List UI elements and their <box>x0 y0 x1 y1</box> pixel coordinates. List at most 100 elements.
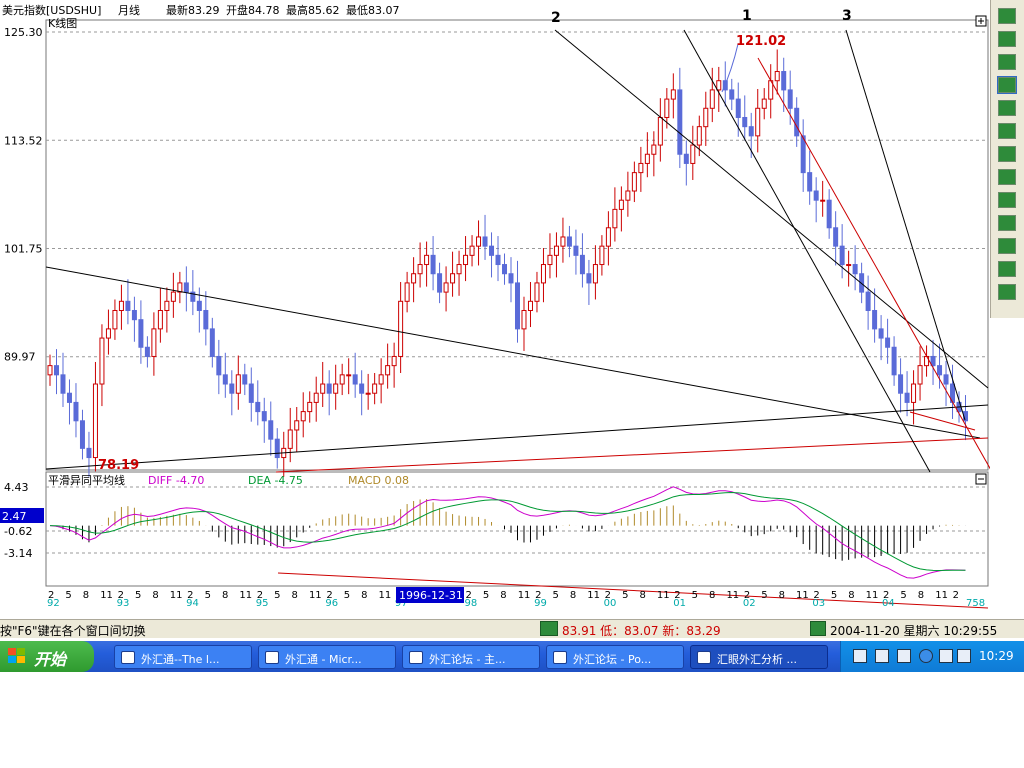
x-month-tick: 5 <box>622 590 628 601</box>
candle-body <box>131 309 137 321</box>
trendline-long <box>45 266 981 439</box>
x-year-label: 93 <box>117 598 130 609</box>
candle-body <box>839 245 845 266</box>
delete-tool-icon[interactable] <box>998 284 1016 300</box>
edit-icon[interactable] <box>998 31 1016 47</box>
network-icon[interactable] <box>939 649 953 663</box>
parallel-tool-icon[interactable] <box>998 146 1016 162</box>
candle-body <box>527 300 533 311</box>
candle-body <box>644 153 650 164</box>
candle-body <box>898 374 904 394</box>
trendline-tool-icon[interactable] <box>997 76 1017 94</box>
symbol-name[interactable]: 美元指数[USDSHU] <box>2 4 102 17</box>
x-month-tick: 11 <box>100 590 113 601</box>
candle-body <box>326 383 332 394</box>
candle-body <box>47 365 53 376</box>
bulb-icon[interactable] <box>810 621 826 636</box>
chart-area[interactable]: K线图 125.30 113.52 101.75 89.97 2 1 3 121.02 78.19… <box>0 0 990 619</box>
candle-body <box>774 71 780 82</box>
macd-dea-line <box>49 492 966 571</box>
candle-body <box>787 89 793 109</box>
low-price: 最低83.07 <box>346 4 400 17</box>
app-window-icon <box>409 651 423 664</box>
app-window-icon <box>553 651 567 664</box>
x-month-tick: 11 <box>239 590 252 601</box>
candle-body <box>313 392 319 403</box>
macd-cursor-value: 2.47 <box>2 510 27 523</box>
x-year-label: 02 <box>743 598 756 609</box>
channel-tool-icon[interactable] <box>998 123 1016 139</box>
fibonacci-icon[interactable] <box>998 169 1016 185</box>
x-month-tick: 2 <box>535 590 541 601</box>
x-month-tick: 2 <box>326 590 332 601</box>
x-month-tick: 2 <box>187 590 193 601</box>
x-month-tick: 5 <box>65 590 71 601</box>
candle-body <box>755 107 761 137</box>
candle-body <box>73 401 79 422</box>
macd-title: 平滑异同平均线 <box>48 473 125 487</box>
period-label[interactable]: 月线 <box>118 4 140 17</box>
candle-body <box>521 309 527 330</box>
x-year-label: 97 <box>395 598 408 609</box>
network2-icon[interactable] <box>957 649 971 663</box>
taskbar-task[interactable]: 外汇论坛 - 主... <box>402 645 540 669</box>
candle-body <box>833 227 839 247</box>
keyboard-icon[interactable] <box>853 649 867 663</box>
candle-body <box>170 291 176 302</box>
x-year-label: 03 <box>812 598 825 609</box>
candle-body <box>112 309 118 330</box>
candle-body <box>333 383 339 394</box>
macd-y-tick-label: -0.62 <box>4 525 32 538</box>
x-month-tick: 11 <box>379 590 392 601</box>
macd-diff-line <box>49 486 966 579</box>
x-year-label: 00 <box>604 598 617 609</box>
x-month-tick: 5 <box>274 590 280 601</box>
taskbar: 开始 外汇通--The l... 外汇通 - Micr... 外汇论坛 - 主...… <box>0 641 1024 672</box>
x-month-tick: 11 <box>309 590 322 601</box>
trendline-support <box>45 404 989 470</box>
app-window: 美元指数[USDSHU] 月线 最新83.29 开盘84.78 最高85.62 … <box>0 0 1024 672</box>
candle-body <box>339 374 345 385</box>
x-month-tick: 8 <box>639 590 645 601</box>
candle-body <box>729 89 735 100</box>
candle-body <box>761 98 767 109</box>
status-hint: 按"F6"键在各个窗口间切换 <box>0 624 146 638</box>
candle-body <box>651 144 657 155</box>
x-month-tick: 11 <box>935 590 948 601</box>
taskbar-task[interactable]: 外汇论坛 - Po... <box>546 645 684 669</box>
candle-body <box>157 309 163 330</box>
x-month-tick: 8 <box>779 590 785 601</box>
candle-body <box>508 273 514 284</box>
taskbar-task[interactable]: 外汇通 - Micr... <box>258 645 396 669</box>
candle-body <box>872 309 878 330</box>
volume-icon[interactable] <box>897 649 911 663</box>
tray-expand-icon[interactable] <box>919 649 933 663</box>
x-month-tick: 8 <box>500 590 506 601</box>
candle-body <box>209 328 215 357</box>
taskbar-task[interactable]: 外汇通--The l... <box>114 645 252 669</box>
cursor-icon[interactable] <box>998 8 1016 24</box>
line-tool-icon[interactable] <box>998 54 1016 70</box>
candle-body <box>781 71 787 91</box>
x-month-tick: 11 <box>518 590 531 601</box>
candle-body <box>255 401 261 413</box>
text-tool-icon[interactable] <box>998 261 1016 277</box>
start-button[interactable]: 开始 <box>0 641 94 672</box>
speed-line-icon[interactable] <box>998 238 1016 254</box>
taskbar-task[interactable]: 汇眼外汇分析 ... <box>690 645 828 669</box>
tray-clock[interactable]: 10:29 <box>979 649 1014 663</box>
candle-body <box>450 273 456 284</box>
trendline-label-2: 2 <box>551 10 561 26</box>
x-month-tick: 8 <box>709 590 715 601</box>
main-panel-label: K线图 <box>48 16 77 30</box>
help-icon[interactable] <box>875 649 889 663</box>
candle-body <box>560 236 566 247</box>
candle-body <box>742 116 748 128</box>
candle-body <box>118 300 124 311</box>
grid-tool-icon[interactable] <box>998 192 1016 208</box>
ray-tool-icon[interactable] <box>998 100 1016 116</box>
candle-body <box>943 374 949 385</box>
cycle-tool-icon[interactable] <box>998 215 1016 231</box>
calculator-icon[interactable] <box>540 621 558 636</box>
candle-body <box>586 273 592 284</box>
